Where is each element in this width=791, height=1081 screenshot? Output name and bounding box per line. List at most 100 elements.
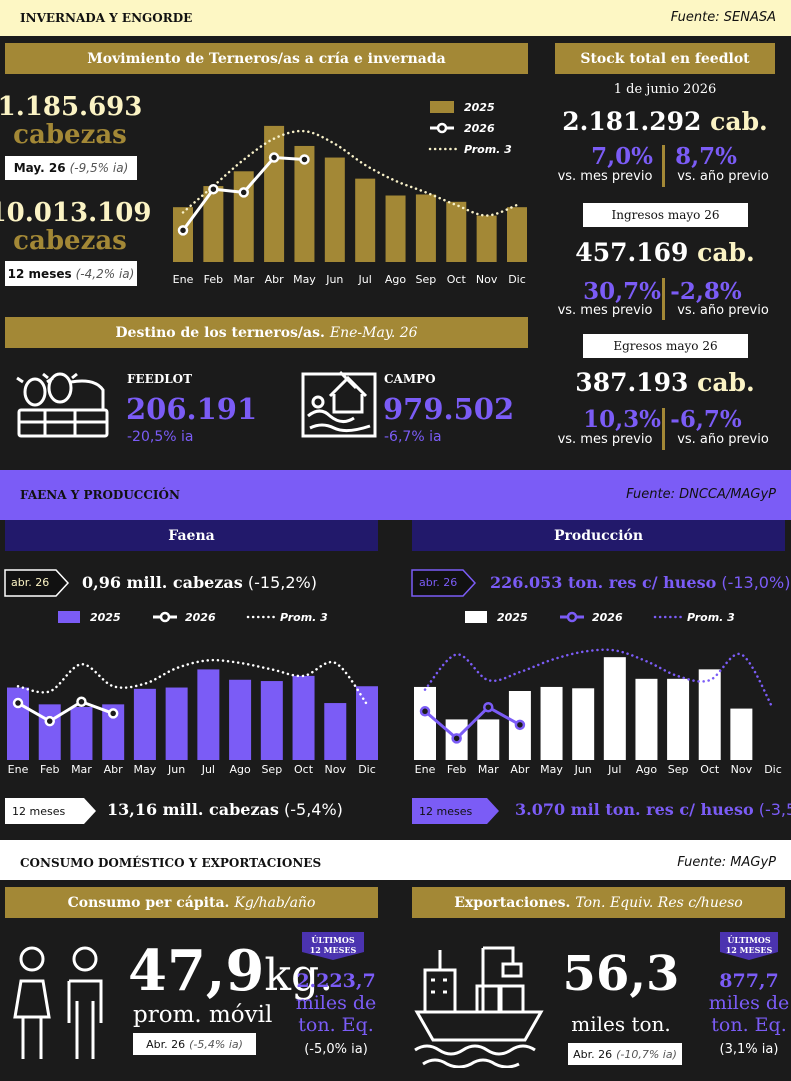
headline: 0,96 mill. cabezas (-15,2%) xyxy=(82,573,317,592)
legend-label: 2025 xyxy=(497,611,528,624)
header-band xyxy=(0,0,791,36)
line xyxy=(16,700,115,723)
x-tick-label: Mar xyxy=(71,763,92,776)
tag-shape xyxy=(411,569,477,597)
big-figure: 47,9kg. xyxy=(128,938,333,1004)
x-tick-label: Feb xyxy=(204,273,223,286)
x-tick-label: Ago xyxy=(229,763,251,776)
x-tick-label: Jun xyxy=(574,763,592,776)
banner-subtitle: Ene-May. 26 xyxy=(329,324,418,341)
banner: Stock total en feedlot xyxy=(555,43,775,74)
change: (3,1% ia) xyxy=(719,1042,779,1057)
chart: Ene Feb Mar Abr May Jun Jul Ago Sep Oct Nov Dic 2025… xyxy=(414,611,782,776)
unit: miles ton. xyxy=(571,1012,671,1036)
unit: cabezas xyxy=(13,120,127,150)
bar xyxy=(446,201,467,262)
point xyxy=(483,701,494,713)
point xyxy=(208,183,219,195)
value: 226.053 ton. res c/ hueso xyxy=(490,573,717,592)
x-tick-label: Feb xyxy=(447,763,466,776)
note-box: Abr. 26 (-10,7% ia) xyxy=(568,1043,682,1065)
bar xyxy=(102,704,125,760)
bar xyxy=(133,688,156,760)
x-tick-label: Jun xyxy=(167,763,185,776)
value: 13,16 mill. cabezas xyxy=(107,800,279,819)
bar xyxy=(698,669,721,760)
x-tick-label: Mar xyxy=(233,273,254,286)
badge-text: ÚLTIMOS xyxy=(311,935,355,945)
change: (-4,2% ia) xyxy=(75,266,135,281)
note-box: Abr. 26 (-5,4% ia) xyxy=(133,1033,256,1055)
x-tick-label: Sep xyxy=(416,273,437,286)
x-tick-label: Nov xyxy=(476,273,498,286)
bar xyxy=(203,186,224,262)
bar xyxy=(324,703,347,760)
point xyxy=(76,696,87,708)
bar xyxy=(603,657,626,760)
bar xyxy=(635,678,658,760)
banner-title: Movimiento de Terneros/as a cría e inver… xyxy=(87,50,446,67)
heading: Egresos mayo 26 xyxy=(613,339,718,353)
total-unit: miles de ton. Eq. xyxy=(295,992,377,1036)
value: 457.169 xyxy=(575,238,689,267)
unit: cabezas xyxy=(13,226,127,256)
tag-shape xyxy=(5,798,96,824)
point xyxy=(107,708,119,719)
big-number: 1.185.693 xyxy=(0,92,143,122)
bar xyxy=(355,178,376,262)
cow-icon xyxy=(16,372,109,438)
point xyxy=(12,697,24,709)
x-tick-label: Ene xyxy=(8,763,29,776)
headline: 226.053 ton. res c/ hueso (-13,0%) xyxy=(490,573,790,592)
bar xyxy=(572,688,595,760)
x-tick-label: Jul xyxy=(607,763,621,776)
pct-label: vs. año previo xyxy=(677,432,769,447)
pct: -6,7% xyxy=(670,406,742,433)
bar xyxy=(165,687,188,760)
bar xyxy=(385,195,406,262)
badge-shape xyxy=(720,932,778,960)
unit: kg. xyxy=(264,950,334,1001)
heading-box: Ingresos mayo 26 xyxy=(583,203,748,227)
value: 56,3 xyxy=(562,946,680,1002)
banner-title: Destino de los terneros/as. xyxy=(115,324,325,341)
legend-label: Prom. 3 xyxy=(687,611,735,624)
pct-label: vs. mes previo xyxy=(557,169,653,184)
label: CAMPO xyxy=(384,372,436,386)
tag: 12 meses xyxy=(419,805,473,818)
source: Fuente: MAGyP xyxy=(677,855,776,870)
average-line xyxy=(181,129,519,217)
x-tick-label: May xyxy=(293,273,316,286)
banner: Consumo per cápita. Kg/hab/año xyxy=(5,887,378,918)
banner: Destino de los terneros/as. Ene-May. 26 xyxy=(5,317,528,348)
x-tick-label: Mar xyxy=(478,763,499,776)
label: prom. móvil xyxy=(133,1002,273,1028)
tag: 12 meses xyxy=(12,805,66,818)
bar xyxy=(70,706,93,760)
bar xyxy=(229,679,252,760)
x-tick-label: Feb xyxy=(40,763,59,776)
x-tick-label: Sep xyxy=(668,763,689,776)
banner-title: Producción xyxy=(553,527,644,544)
section-band xyxy=(0,470,791,520)
note: Abr. 26 xyxy=(146,1037,186,1051)
x-tick-label: Dic xyxy=(358,763,376,776)
pct-label: vs. año previo xyxy=(677,169,769,184)
unit: cab. xyxy=(697,368,755,397)
total: 877,7 xyxy=(719,970,779,992)
value: 387.193 xyxy=(575,368,689,397)
ship-icon xyxy=(414,946,544,1068)
banner: Producción xyxy=(412,520,785,551)
bar xyxy=(507,207,527,262)
legend-swatch xyxy=(159,611,171,623)
point xyxy=(451,733,462,744)
change: (-5,4% ia) xyxy=(189,1037,243,1051)
unit: cab. xyxy=(710,107,768,136)
bar xyxy=(540,686,563,760)
label: FEEDLOT xyxy=(127,372,193,386)
banner-title: Consumo per cápita. xyxy=(67,894,230,911)
legend-label: 2026 xyxy=(592,611,623,624)
banner-title: Exportaciones. xyxy=(454,894,571,911)
stock-value: 2.181.292 cab. xyxy=(562,107,768,136)
average-line xyxy=(16,658,369,706)
